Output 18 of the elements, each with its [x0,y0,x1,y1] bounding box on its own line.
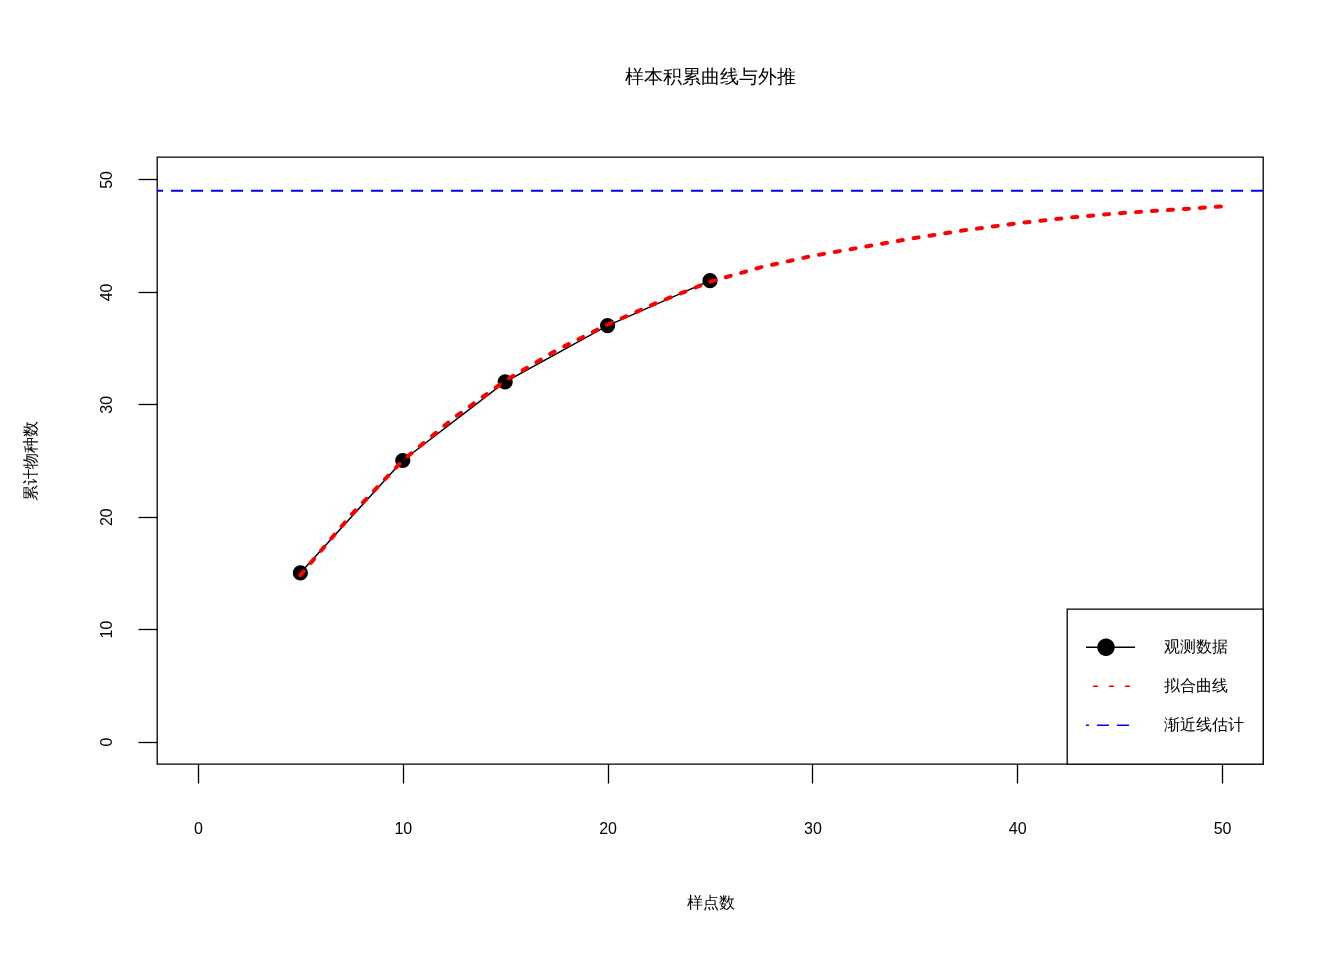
x-tick-label: 40 [1008,819,1027,837]
legend-label: 拟合曲线 [1164,677,1228,695]
legend-label: 观测数据 [1164,638,1228,656]
y-axis-title: 累计物种数 [21,421,39,501]
y-tick-label: 30 [97,395,115,414]
y-tick-label: 10 [97,620,115,639]
legend-label: 渐近线估计 [1164,716,1244,734]
x-tick-label: 0 [194,819,204,837]
x-tick-label: 20 [599,819,618,837]
chart-title: 样本积累曲线与外推 [624,66,796,87]
y-tick-label: 20 [97,508,115,527]
y-tick-label: 50 [97,170,115,189]
x-tick-label: 10 [394,819,413,837]
y-tick-label: 40 [97,283,115,302]
y-tick-label: 0 [97,737,115,747]
x-tick-label: 30 [804,819,822,837]
x-axis-title: 样点数 [686,893,735,911]
x-tick-label: 50 [1213,819,1232,837]
